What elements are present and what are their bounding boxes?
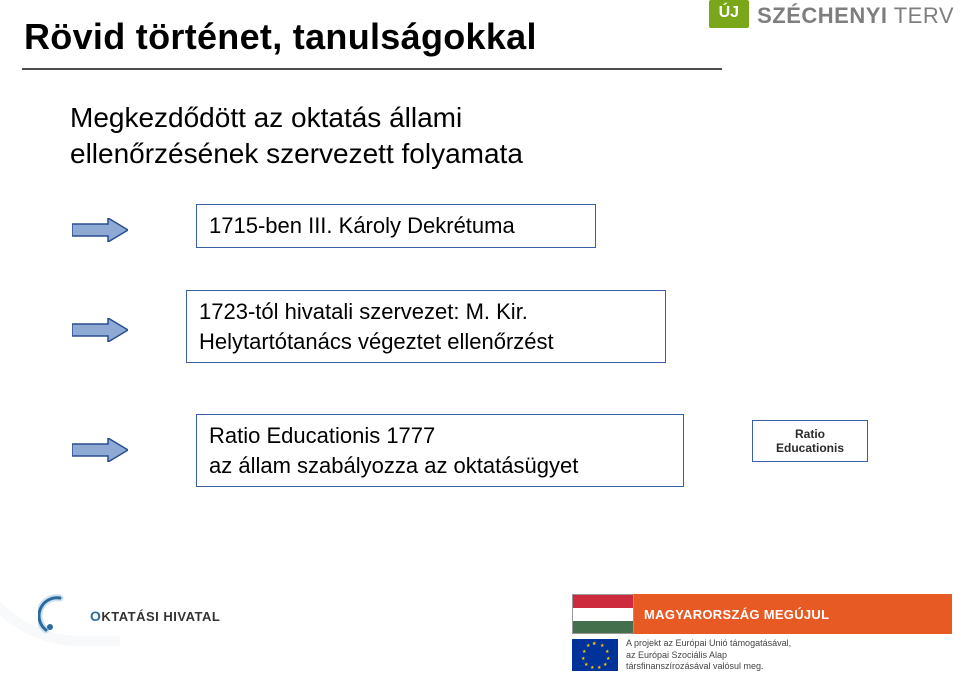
- history-box-2: 1723-tól hivatali szervezet: M. Kir. Hel…: [186, 290, 666, 363]
- ok-rest: KTATÁSI HIVATAL: [101, 609, 220, 624]
- eu-line2: az Európai Szociális Alap: [626, 650, 791, 661]
- history-box-1-text: 1715-ben III. Károly Dekrétuma: [209, 213, 515, 238]
- logo-szechenyi-text: SZÉCHENYI TERV: [757, 3, 954, 29]
- ok-hivatal-text: OKTATÁSI HIVATAL: [90, 608, 220, 624]
- intro-line-1: Megkezdődött az oktatás állami: [70, 100, 523, 136]
- arrow-icon: [72, 218, 128, 242]
- side-label-box: Ratio Educationis: [752, 420, 868, 462]
- logo-szechenyi-light: TERV: [888, 3, 955, 28]
- intro-line-2: ellenőrzésének szervezett folyamata: [70, 136, 523, 172]
- eu-flag-icon: ★ ★ ★ ★ ★ ★ ★ ★ ★ ★ ★ ★: [572, 639, 618, 671]
- megujul-row: MAGYARORSZÁG MEGÚJUL: [572, 594, 952, 634]
- slide: ÚJ SZÉCHENYI TERV Rövid történet, tanuls…: [0, 0, 960, 676]
- side-label-text: Ratio Educationis: [776, 427, 844, 455]
- history-box-3-line2: az állam szabályozza az oktatásügyet: [209, 451, 671, 481]
- history-box-1: 1715-ben III. Károly Dekrétuma: [196, 204, 596, 248]
- footer: OKTATÁSI HIVATAL MAGYARORSZÁG MEGÚJUL ★ …: [0, 580, 960, 676]
- arrow-icon: [72, 318, 128, 342]
- arrow-icon: [72, 438, 128, 462]
- logo-oktatasi-hivatal: OKTATÁSI HIVATAL: [38, 594, 220, 638]
- logo-szechenyi-bold: SZÉCHENYI: [757, 3, 887, 28]
- title-underline: [22, 68, 722, 70]
- history-box-2-line1: 1723-tól hivatali szervezet: M. Kir.: [199, 297, 653, 327]
- eu-funding-text: A projekt az Európai Unió támogatásával,…: [626, 638, 791, 672]
- intro-text: Megkezdődött az oktatás állami ellenőrzé…: [70, 100, 523, 173]
- history-box-3: Ratio Educationis 1777 az állam szabályo…: [196, 414, 684, 487]
- history-box-3-line1: Ratio Educationis 1777: [209, 421, 671, 451]
- eu-line3: társfinanszírozásával valósul meg.: [626, 661, 791, 672]
- megujul-text: MAGYARORSZÁG MEGÚJUL: [644, 607, 829, 622]
- hungary-flag-icon: [572, 594, 634, 634]
- history-box-2-line2: Helytartótanács végeztet ellenőrzést: [199, 327, 653, 357]
- page-title: Rövid történet, tanulságokkal: [24, 16, 537, 58]
- eu-row: ★ ★ ★ ★ ★ ★ ★ ★ ★ ★ ★ ★ A projekt az Eur…: [572, 638, 952, 672]
- logo-szechenyi-terv: ÚJ SZÉCHENYI TERV: [709, 0, 954, 32]
- logo-uj-badge: ÚJ: [709, 0, 749, 28]
- ok-arc-icon: [38, 594, 82, 638]
- eu-line1: A projekt az Európai Unió támogatásával,: [626, 638, 791, 649]
- megujul-badge: MAGYARORSZÁG MEGÚJUL: [634, 594, 952, 634]
- footer-right-block: MAGYARORSZÁG MEGÚJUL ★ ★ ★ ★ ★ ★ ★ ★ ★ ★…: [572, 594, 952, 672]
- ok-prefix: O: [90, 608, 101, 624]
